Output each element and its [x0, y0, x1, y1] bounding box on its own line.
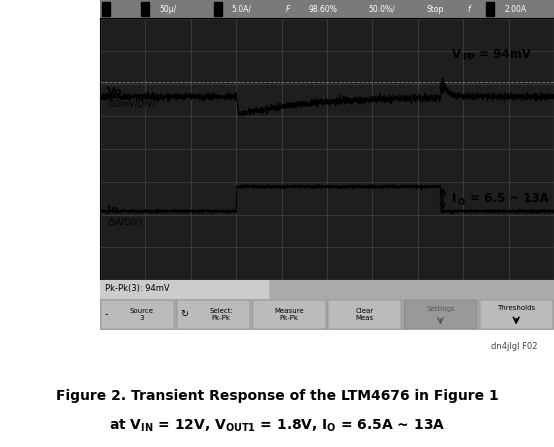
Text: Clear
Meas: Clear Meas: [356, 308, 374, 321]
Text: ↻: ↻: [180, 309, 188, 320]
Text: 5.0A/: 5.0A/: [232, 4, 252, 13]
Text: Settings: Settings: [426, 306, 455, 312]
Text: 2.00A: 2.00A: [504, 4, 526, 13]
Text: Io: Io: [107, 205, 119, 215]
Text: f: f: [468, 4, 470, 13]
Text: at $\mathbf{V_{IN}}$ = 12V, $\mathbf{V_{OUT1}}$ = 1.8V, $\mathbf{I_O}$ = 6.5A ~ : at $\mathbf{V_{IN}}$ = 12V, $\mathbf{V_{…: [109, 417, 445, 434]
Text: O: O: [457, 198, 464, 207]
Bar: [253, 300, 326, 329]
Text: (5A/DIV): (5A/DIV): [107, 218, 142, 227]
Bar: [486, 2, 494, 16]
Text: PP: PP: [462, 54, 474, 63]
Text: dn4jlgl F02: dn4jlgl F02: [491, 342, 537, 351]
Bar: [141, 2, 149, 16]
Text: V: V: [452, 47, 461, 60]
Text: Pk-Pk(3): 94mV: Pk-Pk(3): 94mV: [105, 284, 169, 294]
Bar: [100, 280, 268, 298]
Bar: [213, 2, 222, 16]
Bar: [102, 2, 110, 16]
Text: Select:
Pk-Pk: Select: Pk-Pk: [209, 308, 233, 321]
Text: 50.0%/: 50.0%/: [368, 4, 394, 13]
Bar: [404, 300, 477, 329]
Bar: [480, 300, 553, 329]
Text: Thresholds: Thresholds: [497, 304, 535, 311]
Bar: [101, 300, 175, 329]
Text: (50mV/DIV): (50mV/DIV): [107, 100, 155, 109]
Text: I: I: [452, 193, 456, 206]
Text: Figure 2. Transient Response of the LTM4676 in Figure 1: Figure 2. Transient Response of the LTM4…: [55, 388, 499, 403]
Text: -: -: [105, 309, 108, 320]
Text: Stop: Stop: [427, 4, 444, 13]
Text: Vo: Vo: [107, 87, 122, 97]
Text: = 6.5 ~ 13A: = 6.5 ~ 13A: [466, 193, 549, 206]
Text: Source
3: Source 3: [130, 308, 153, 321]
Bar: [329, 300, 401, 329]
Text: = 94mV: = 94mV: [475, 47, 530, 60]
Bar: [177, 300, 250, 329]
Text: F: F: [286, 4, 290, 13]
Text: Measure
Pk-Pk: Measure Pk-Pk: [274, 308, 304, 321]
Text: 50μ/: 50μ/: [159, 4, 176, 13]
Text: 98.60%: 98.60%: [309, 4, 338, 13]
